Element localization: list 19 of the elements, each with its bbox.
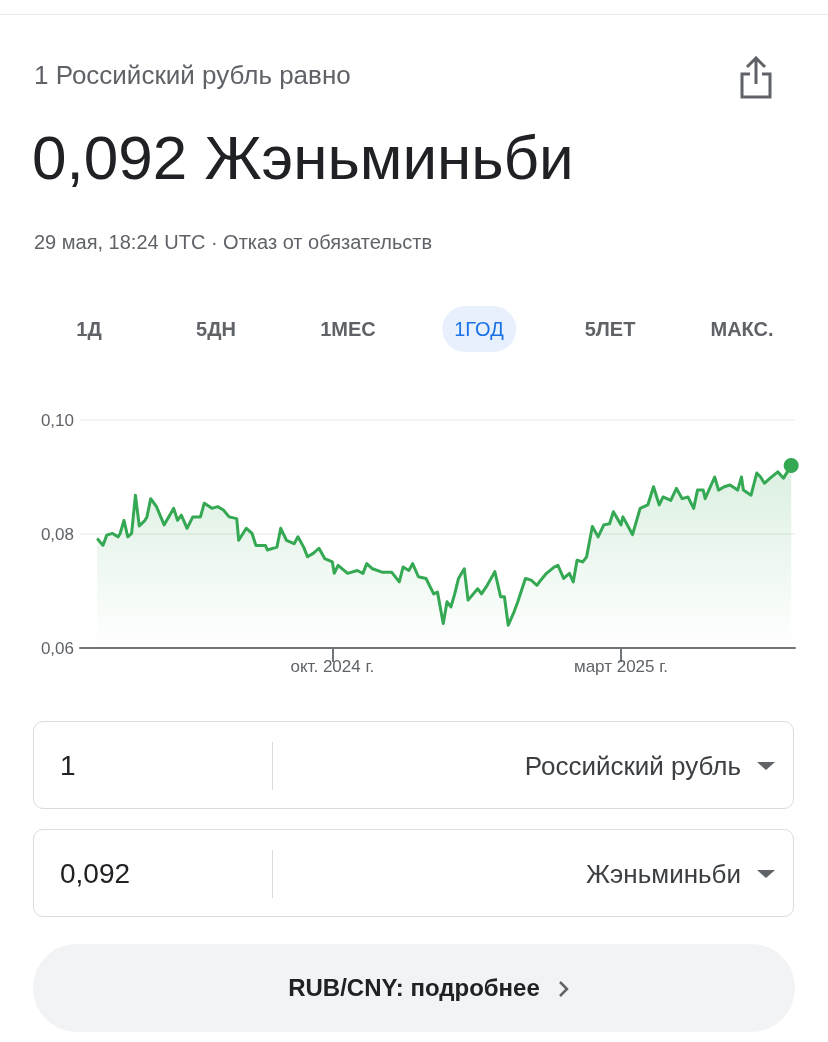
text: 1МЕС [319, 317, 377, 342]
text: МАКС. [709, 317, 775, 342]
y-tick-label: 0,06 [40, 638, 74, 658]
chart-subtitle: 0,092 Жэньминьби [32, 122, 574, 193]
text: RUB/CNY: подробнее [33, 944, 795, 1032]
y-tick-label: 0,08 [40, 524, 74, 544]
text: Жэньминьби [586, 858, 741, 891]
chart-title: 1 Российский рубль равно [34, 60, 351, 91]
text: 1ГОД [442, 306, 516, 352]
text: 1Д [75, 317, 103, 342]
text: 0,092 [60, 857, 131, 891]
y-tick-label: 0,10 [40, 410, 74, 430]
text: Российский рубль [524, 750, 741, 783]
x-tick-label: март 2025 г. [573, 657, 669, 676]
text: 1 [60, 749, 76, 783]
x-tick-label: окт. 2024 г. [290, 657, 375, 676]
text: 29 мая, 18:24 UTC · Отказ от обязательств [34, 231, 433, 254]
text: 5ДН [195, 317, 237, 342]
text: 5ЛЕТ [583, 317, 637, 342]
